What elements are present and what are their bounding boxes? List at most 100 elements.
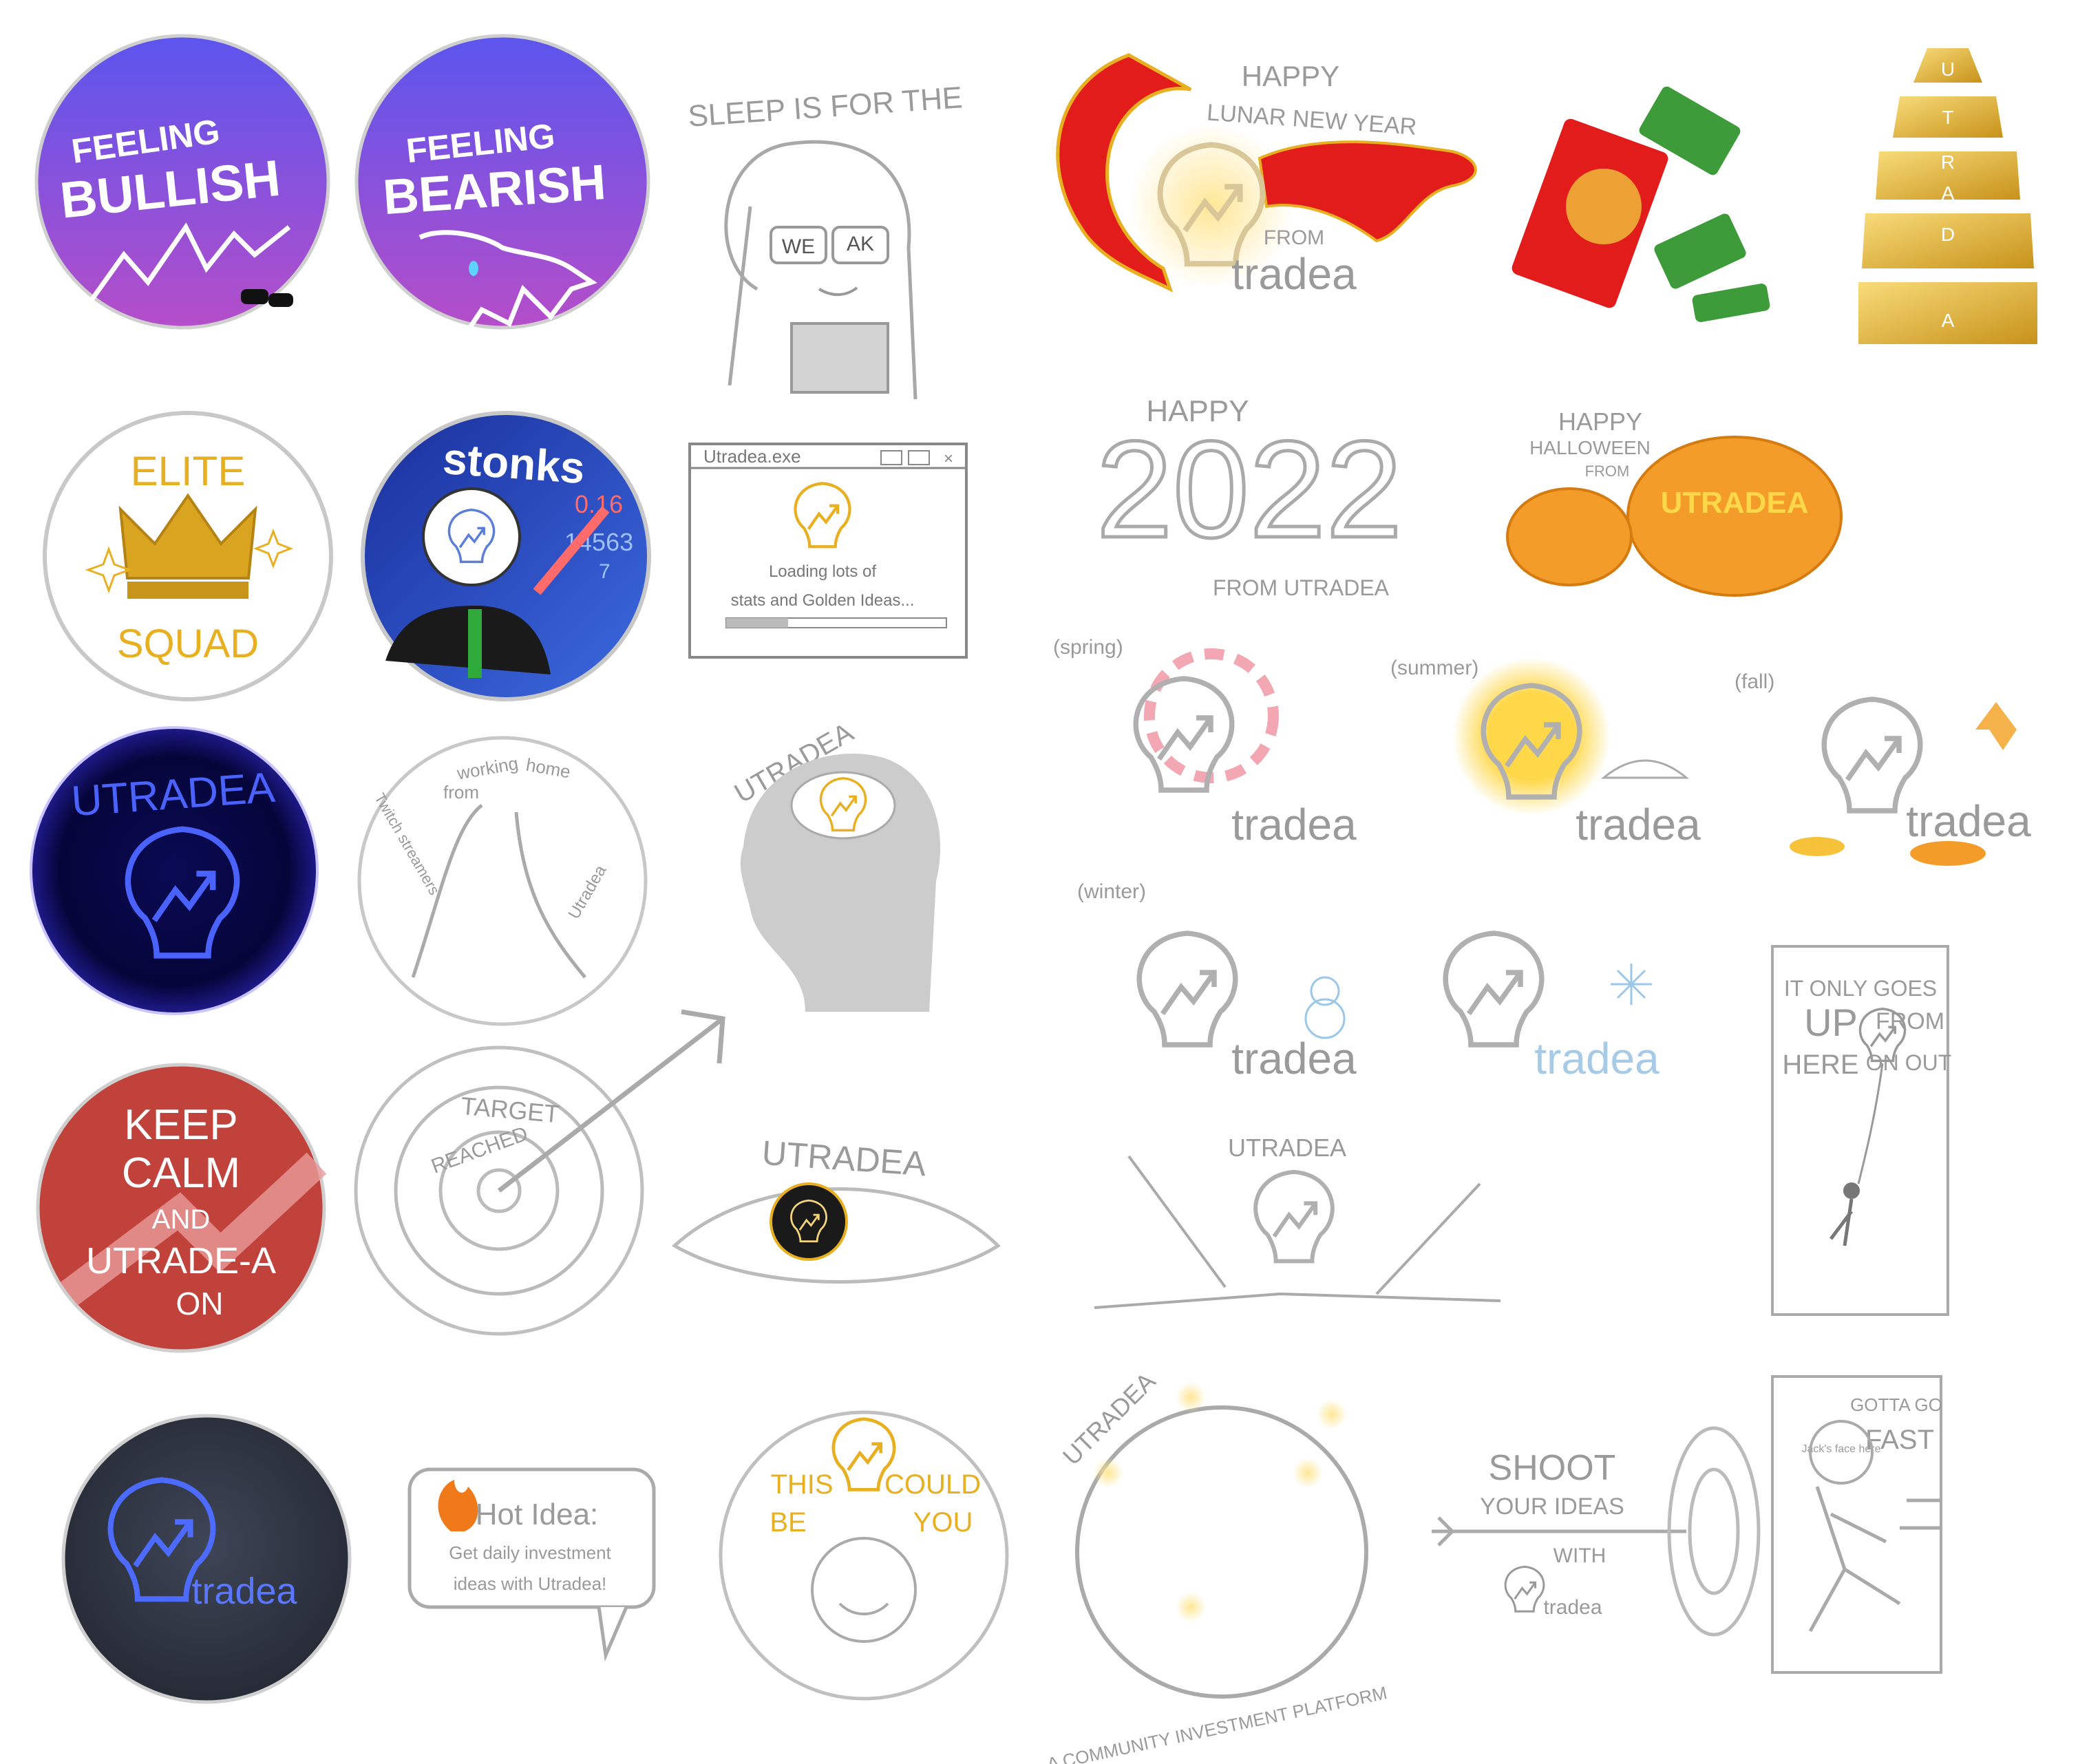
snowman-icon [1310, 976, 1340, 1006]
up-big: UP [1804, 1001, 1858, 1044]
loading-line2: stats and Golden Ideas... [731, 591, 915, 610]
squad-text: SQUAD [117, 621, 259, 666]
happy-halloween-sticker: HAPPY HALLOWEEN FROM UTRADEA [1506, 407, 1843, 597]
halloween-brand: UTRADEA [1660, 486, 1808, 520]
spring-sticker: (spring) tradea [1053, 636, 1357, 849]
fall-sticker: (fall) tradea [1735, 670, 2031, 866]
fall-label: (fall) [1735, 670, 1774, 693]
community-globe-sticker: UTRADEA A COMMUNITY INVESTMENT PLATFORM [1045, 1367, 1388, 1764]
up-on-out: ON OUT [1866, 1050, 1951, 1075]
keep-calm-sticker: KEEP CALM AND UTRADE-A ON [36, 1063, 327, 1353]
pumpkin-icon [1626, 436, 1843, 597]
winter-label: (winter) [1077, 880, 1146, 903]
arrow-icon [497, 1009, 725, 1193]
ingot-letter-t: T [1942, 107, 1953, 128]
utradea-hug-sticker: UTRADEA [1094, 1134, 1501, 1309]
shoot-your-ideas-sticker: SHOOT YOUR IDEAS WITH tradea [1432, 1426, 1761, 1637]
spring-label: (spring) [1053, 636, 1123, 659]
shoot-arrow-icon [1432, 1516, 1686, 1547]
wfh-arc2: from [443, 782, 479, 803]
shoot-l3: WITH [1553, 1544, 1606, 1567]
utradea-eye-sticker: UTRADEA [671, 1134, 1001, 1284]
cherry-blossom-icon [1144, 648, 1279, 783]
leaf-icon [1975, 702, 2017, 750]
red-envelope-sticker [1512, 86, 1770, 322]
eye-arc: UTRADEA [761, 1134, 928, 1184]
up-here: HERE [1782, 1050, 1858, 1080]
glasses-text-we: WE [782, 235, 815, 258]
ingot-letter-d: D [1941, 224, 1955, 245]
elite-text: ELITE [131, 448, 246, 494]
keep-calm-l5: ON [176, 1286, 224, 1321]
dark-utradea-sticker: tradea [61, 1414, 352, 1704]
target-icon [1667, 1426, 1761, 1637]
2022-year: 2022 [1096, 413, 1403, 566]
fire-icon [438, 1480, 478, 1531]
stonks-title: stonks [441, 434, 586, 493]
hot-idea-sticker: Hot Idea: Get daily investment ideas wit… [407, 1467, 656, 1662]
gold-ingot-tower-sticker: U T R A D E A [1858, 48, 2037, 344]
money-icon [1639, 86, 1741, 176]
shoot-l2: YOUR IDEAS [1480, 1494, 1624, 1520]
sun-icon [1452, 657, 1611, 816]
ingot-letter-e: E [1942, 265, 1955, 286]
2022-happy: HAPPY [1146, 394, 1249, 428]
stonks-sticker: stonks 0.16 14563 7 [361, 411, 651, 701]
halloween-happy: HAPPY [1558, 407, 1642, 436]
2022-from: FROM UTRADEA [1213, 575, 1390, 600]
fast-l1: GOTTA GO [1850, 1394, 1942, 1415]
utradea-exe-window: Utradea.exe × Loading lots of stats and … [688, 443, 968, 659]
keep-calm-l3: AND [152, 1204, 210, 1235]
summer-label: (summer) [1390, 657, 1478, 679]
hot-line1: Get daily investment [449, 1542, 611, 1563]
gotta-go-fast-sticker: GOTTA GO FAST Jack's face here [1771, 1375, 1942, 1674]
hot-line2: ideas with Utradea! [454, 1573, 607, 1594]
lunar-from: FROM [1264, 226, 1324, 249]
fast-l2: FAST [1865, 1425, 1934, 1455]
ingot-letter-r: R [1941, 151, 1955, 173]
feeling-bearish-sticker: FEELING BEARISH [354, 34, 650, 332]
keep-calm-l1: KEEP [124, 1101, 237, 1149]
elite-squad-sticker: ELITE SQUAD [43, 411, 333, 701]
lunar-happy: HAPPY [1242, 60, 1339, 92]
shoot-brand: tradea [1543, 1596, 1602, 1619]
crown-icon [118, 493, 257, 580]
sleep-is-for-the-weak-sticker: SLEEP IS FOR THE WE AK [687, 81, 964, 400]
winter-brand-2: tradea [1534, 1034, 1659, 1083]
loading-line1: Loading lots of [769, 562, 876, 581]
dark-brand: tradea [191, 1571, 297, 1612]
up-from: FROM [1876, 1008, 1944, 1034]
snowflake-icon [1611, 964, 1652, 1005]
glasses-text-ak: AK [847, 233, 874, 255]
dragon-icon [1056, 53, 1192, 293]
working-from-home-sticker: working from home Twitch streamers Utrad… [357, 736, 648, 1026]
hug-arc: UTRADEA [1228, 1134, 1346, 1162]
hot-title: Hot Idea: [476, 1498, 599, 1531]
summer-brand: tradea [1576, 800, 1701, 849]
keep-calm-l4: UTRADE-A [86, 1240, 276, 1282]
brain-head-sticker: UTRADEA [730, 717, 941, 1012]
happy-2022-sticker: HAPPY 2022 FROM UTRADEA [1094, 394, 1404, 600]
lunar-new-year-sticker: HAPPY LUNAR NEW YEAR FROM tradea [1056, 53, 1477, 299]
neon-utradea-sticker: UTRADEA [30, 726, 319, 1015]
could-r1: COULD [884, 1469, 981, 1500]
feeling-bullish-sticker: FEELING BULLISH [34, 34, 330, 330]
keep-calm-l2: CALM [122, 1149, 240, 1197]
tear-icon [469, 261, 478, 276]
stonks-number-3: 7 [599, 560, 611, 583]
could-r2: YOU [913, 1507, 973, 1538]
could-l1: THIS [770, 1469, 833, 1500]
fast-face: Jack's face here [1801, 1443, 1880, 1455]
it-only-goes-up-sticker: IT ONLY GOES UP FROM HERE ON OUT [1771, 945, 1951, 1316]
up-line1: IT ONLY GOES [1784, 976, 1937, 1001]
fall-brand: tradea [1906, 796, 2031, 846]
sleep-arc-text: SLEEP IS FOR THE [687, 81, 964, 134]
ingot-letter-a: A [1942, 182, 1955, 204]
umbrella-icon [1600, 759, 1690, 779]
face-icon [811, 1537, 917, 1643]
lunar-brand: tradea [1231, 249, 1357, 299]
maximize-icon [908, 450, 930, 465]
halloween-from: FROM [1585, 463, 1630, 480]
could-l2: BE [770, 1507, 806, 1538]
